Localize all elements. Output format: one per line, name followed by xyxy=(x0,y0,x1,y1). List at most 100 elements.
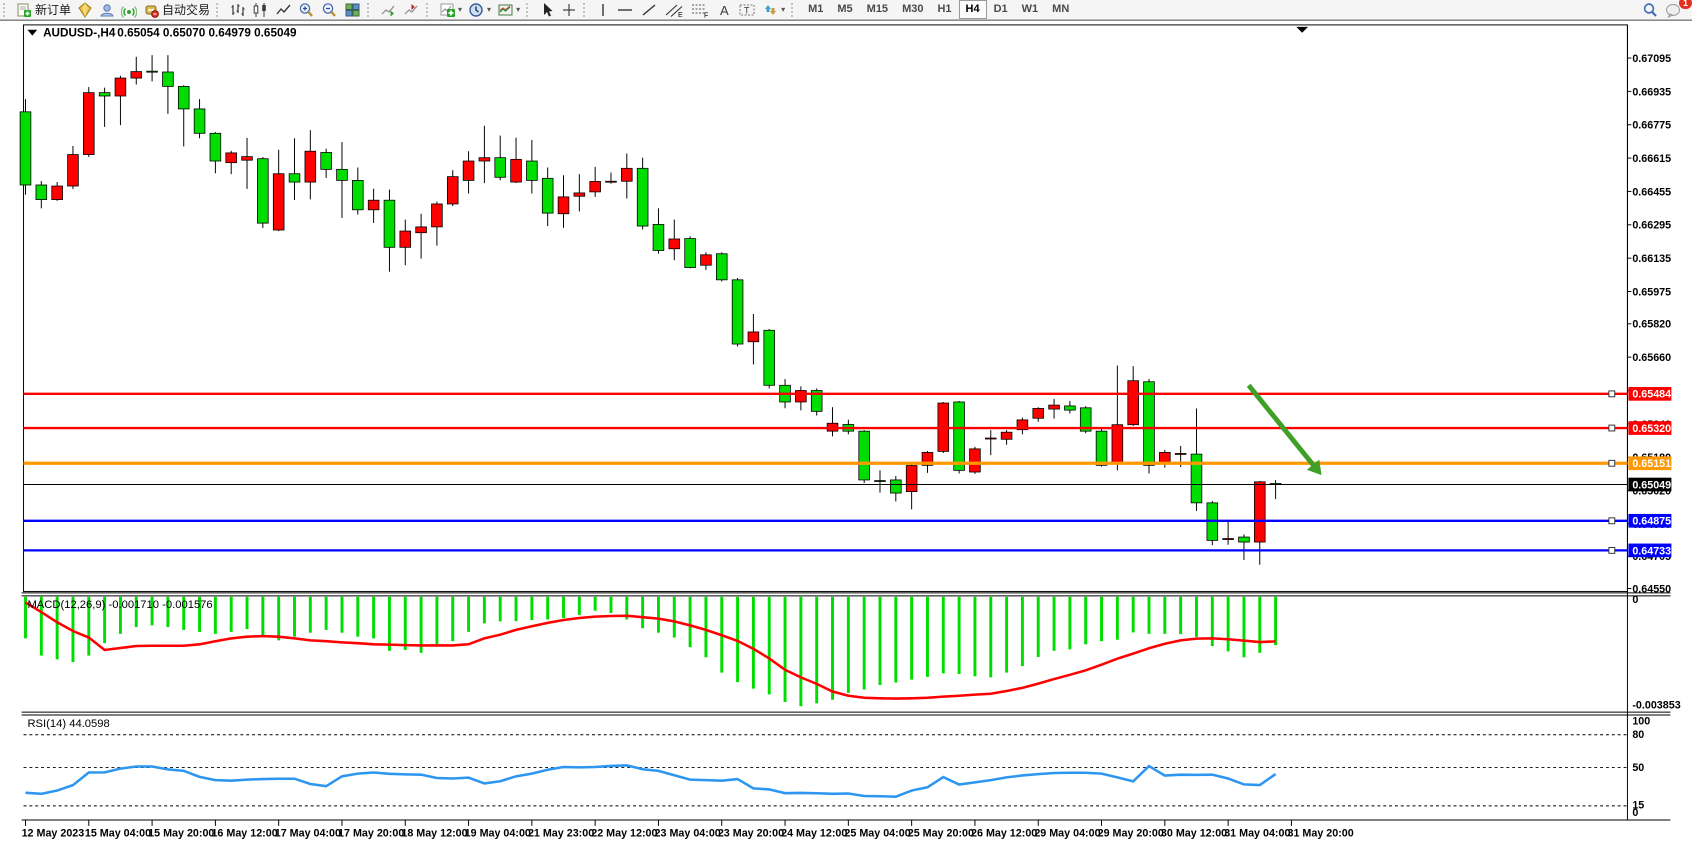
candle-body xyxy=(747,331,760,343)
toolbar-grip[interactable] xyxy=(216,2,223,17)
equidistant-channel-button[interactable]: E xyxy=(661,1,687,19)
search-button[interactable] xyxy=(1639,1,1662,19)
tab-timeframe-h1[interactable]: H1 xyxy=(937,3,952,15)
price-line-objects: 0.65484 0.65320 0.65151 0.65049 0.64875 0.647… xyxy=(23,387,1672,558)
candle-body xyxy=(1127,380,1139,426)
zoom-out-button[interactable] xyxy=(318,1,341,19)
chart-window: 0.67095 0.66935 0.66775 0.66615 0.66455 0.662… xyxy=(0,20,1692,862)
bar-chart-button[interactable] xyxy=(226,1,249,19)
candle-body xyxy=(605,180,617,183)
time-axis-label: 29 May 20:00 xyxy=(1098,828,1164,840)
time-axis-label: 31 May 20:00 xyxy=(1288,828,1354,840)
tab-timeframe-m15[interactable]: M15 xyxy=(866,3,889,15)
candle-body xyxy=(573,192,586,197)
tab-timeframe-m30[interactable]: M30 xyxy=(902,3,924,15)
candle-body xyxy=(526,160,538,181)
price-badge-label: 0.64733 xyxy=(1632,545,1671,557)
rsi-line xyxy=(25,764,1277,798)
hline-handle[interactable] xyxy=(1608,546,1616,554)
text-icon: A xyxy=(716,2,732,18)
hline-handle[interactable] xyxy=(1608,390,1616,398)
price-badge-label: 0.65049 xyxy=(1632,479,1671,491)
candle-body xyxy=(1238,536,1250,543)
candle-body xyxy=(383,199,396,248)
candle-body xyxy=(225,152,237,164)
trendline-button[interactable] xyxy=(637,1,661,19)
price-axis-label: 0.66775 xyxy=(1632,120,1671,132)
toolbar-grip[interactable] xyxy=(583,2,590,17)
price-axis-label: 0.66135 xyxy=(1632,253,1671,265)
candlestick-chart-button[interactable] xyxy=(249,1,272,19)
vertical-line-button[interactable] xyxy=(593,1,613,19)
text-label-icon: T xyxy=(738,2,756,18)
hline-handle[interactable] xyxy=(1608,424,1616,432)
toolbar-grip[interactable] xyxy=(526,2,533,17)
time-axis-label: 24 May 12:00 xyxy=(781,828,847,840)
price-badge-label: 0.65151 xyxy=(1632,458,1671,470)
time-axis-label: 23 May 20:00 xyxy=(718,828,784,840)
time-axis-label: 16 May 12:00 xyxy=(211,828,277,840)
candle-body xyxy=(446,176,459,205)
mql5-market-button[interactable] xyxy=(74,1,96,19)
auto-scroll-button[interactable] xyxy=(377,1,400,19)
alerts-count-badge: 1 xyxy=(1678,0,1692,9)
tile-windows-button[interactable] xyxy=(341,1,364,19)
chart-shift-marker[interactable] xyxy=(1296,26,1309,33)
time-axis-label: 19 May 04:00 xyxy=(465,828,531,840)
rsi-axis-label: 100 xyxy=(1632,715,1650,727)
autotrading-icon xyxy=(143,2,159,18)
candle-body xyxy=(415,226,427,234)
indicators-button[interactable]: ▾ xyxy=(436,1,465,19)
rsi-panel: RSI(14) 44.0598 100 80 50 150 xyxy=(23,715,1650,819)
candle-body xyxy=(367,199,380,211)
candle-body xyxy=(621,167,633,182)
toolbar-grip[interactable] xyxy=(367,2,374,17)
time-axis-label: 21 May 23:00 xyxy=(528,828,594,840)
arrows-icon xyxy=(762,2,779,18)
fibonacci-button[interactable]: F xyxy=(687,1,713,19)
signals-button[interactable] xyxy=(118,1,140,19)
zoom-in-button[interactable] xyxy=(295,1,318,19)
tab-timeframe-mn[interactable]: MN xyxy=(1052,3,1070,15)
autotrading-button[interactable]: 自动交易 xyxy=(140,1,213,19)
toolbar-grip[interactable] xyxy=(426,2,433,17)
horizontal-line-button[interactable] xyxy=(613,1,637,19)
periods-button[interactable]: ▾ xyxy=(465,1,494,19)
trend-arrow[interactable] xyxy=(1246,383,1322,476)
time-axis-label: 15 May 20:00 xyxy=(148,828,214,840)
price-badge-label: 0.65484 xyxy=(1632,389,1671,401)
cursor-button[interactable] xyxy=(536,1,558,19)
candle-body xyxy=(257,158,269,224)
price-badge xyxy=(1628,543,1672,558)
candle-body xyxy=(1032,408,1044,419)
templates-button[interactable]: ▾ xyxy=(494,1,523,19)
crosshair-button[interactable] xyxy=(558,1,580,19)
toolbar-grip[interactable] xyxy=(3,2,10,17)
candle-body xyxy=(1174,453,1187,455)
tab-timeframe-w1[interactable]: W1 xyxy=(1021,3,1039,15)
price-axis-label: 0.65820 xyxy=(1632,319,1671,331)
toolbar-grip[interactable] xyxy=(791,2,798,17)
alerts-button[interactable]: 1 xyxy=(1662,0,1692,19)
tab-timeframe-d1[interactable]: D1 xyxy=(993,3,1008,15)
tab-timeframe-m1[interactable]: M1 xyxy=(808,3,824,15)
hline-handle[interactable] xyxy=(1608,459,1616,467)
chart-shift-icon xyxy=(403,2,420,18)
price-axis-label: 0.66295 xyxy=(1632,220,1671,232)
chart-shift-button[interactable] xyxy=(400,1,423,19)
tab-timeframe-h4[interactable]: H4 xyxy=(958,0,987,19)
hline-handle[interactable] xyxy=(1608,517,1616,525)
autotrading-label: 自动交易 xyxy=(162,3,211,17)
tab-timeframe-m5[interactable]: M5 xyxy=(837,3,853,15)
text-label-button[interactable]: T xyxy=(735,1,759,19)
community-button[interactable] xyxy=(96,1,118,19)
line-chart-button[interactable] xyxy=(272,1,295,19)
arrows-button[interactable]: ▾ xyxy=(759,1,788,19)
new-order-button[interactable]: 新订单 xyxy=(13,1,74,19)
candle-body xyxy=(810,390,823,412)
candle-body xyxy=(890,479,902,494)
candle-body xyxy=(304,150,317,183)
text-button[interactable]: A xyxy=(713,1,735,19)
symbol-dropdown-icon[interactable] xyxy=(27,29,38,36)
